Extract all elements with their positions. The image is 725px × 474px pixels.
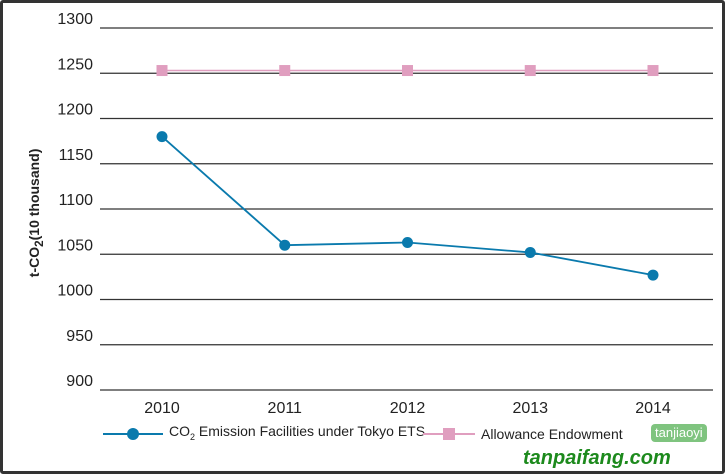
y-axis-label: t-CO2(10 thousand) bbox=[26, 118, 46, 308]
data-point bbox=[524, 65, 536, 77]
data-point bbox=[156, 65, 168, 77]
data-point bbox=[402, 236, 413, 248]
y-tick-label: 1250 bbox=[57, 56, 93, 73]
data-point bbox=[524, 246, 536, 258]
y-tick-label: 1000 bbox=[57, 283, 93, 300]
legend-item-emissions: CO2 Emission Facilities under Tokyo ETS bbox=[103, 423, 425, 445]
y-tick-label: 1050 bbox=[57, 237, 93, 254]
x-tick-label: 2013 bbox=[512, 400, 548, 417]
legend-label-allowance: Allowance Endowment bbox=[481, 426, 623, 442]
y-tick-label: 1300 bbox=[57, 11, 93, 28]
y-axis-label-subscript: 2 bbox=[32, 240, 46, 247]
y-axis-label-main: t-CO bbox=[26, 246, 43, 278]
x-tick-label: 2012 bbox=[390, 400, 426, 417]
legend-label-emissions: CO2 Emission Facilities under Tokyo ETS bbox=[169, 423, 425, 445]
data-point bbox=[402, 65, 413, 77]
data-point bbox=[156, 131, 168, 143]
legend-marker-circle bbox=[103, 428, 163, 440]
data-point bbox=[647, 65, 659, 77]
x-tick-label: 2014 bbox=[635, 400, 671, 417]
y-tick-label: 900 bbox=[66, 373, 93, 390]
x-tick-label: 2010 bbox=[144, 400, 180, 417]
legend-marker-square bbox=[423, 428, 475, 440]
data-point bbox=[647, 269, 659, 281]
data-point bbox=[279, 239, 291, 251]
data-point bbox=[279, 65, 291, 77]
legend-label-emissions-subscript: 2 bbox=[190, 431, 196, 442]
legend-item-allowance: Allowance Endowment bbox=[423, 424, 623, 444]
legend-label-emissions-rest: Emission Facilities under Tokyo ETS bbox=[195, 423, 426, 440]
y-tick-label: 1200 bbox=[57, 102, 93, 119]
x-tick-label: 2011 bbox=[268, 400, 303, 417]
y-tick-label: 1100 bbox=[59, 192, 94, 209]
y-axis-label-unit: (10 thousand) bbox=[26, 148, 43, 241]
watermark-tag: tanjiaoyi bbox=[651, 424, 707, 442]
y-tick-label: 1150 bbox=[59, 147, 94, 164]
watermark-logo: tanpaifang.com bbox=[523, 447, 671, 469]
y-tick-label: 950 bbox=[66, 328, 93, 345]
legend-label-emissions-main: CO bbox=[169, 423, 190, 440]
line-chart: 900 950 1000 1050 1100 1150 1200 1250 1300 2010 20… bbox=[57, 11, 713, 417]
